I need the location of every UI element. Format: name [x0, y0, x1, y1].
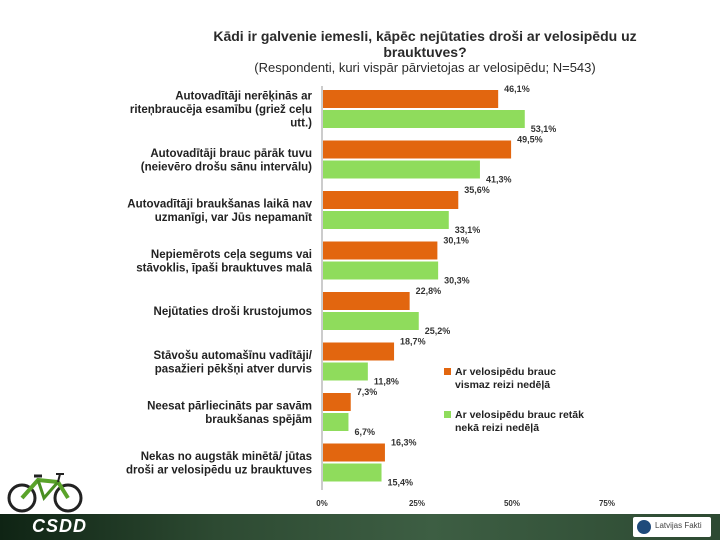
data-label: 49,5% [517, 135, 543, 145]
data-label: 53,1% [531, 124, 557, 134]
category-label: pasažieri pēkšņi atver durvis [155, 363, 312, 375]
x-tick-label: 0% [316, 499, 328, 508]
data-label: 15,4% [388, 478, 414, 488]
x-tick-label: 25% [409, 499, 425, 508]
legend-label: nekā reizi nedēļā [455, 422, 539, 434]
category-label: Autovadītāji braukšanas laikā nav [127, 198, 312, 210]
data-label: 33,1% [455, 225, 481, 235]
bar-weekly [323, 443, 385, 462]
bar-weekly [323, 292, 410, 310]
category-label: Stāvošu automašīnu vadītāji/ [154, 350, 313, 362]
bar-less-often [323, 211, 449, 229]
bar-weekly [323, 90, 499, 108]
data-label: 46,1% [504, 84, 530, 94]
bar-less-often [323, 261, 439, 280]
chart-subtitle: (Respondenti, kuri vispār pārvietojas ar… [254, 60, 596, 75]
bar-weekly [323, 140, 512, 159]
legend-swatch-less-often [444, 411, 451, 418]
x-tick-label: 75% [599, 499, 615, 508]
chart-title: Kādi ir galvenie iemesli, kāpēc nejūtati… [213, 28, 637, 60]
category-label: uzmanīgi, var Jūs nepamanīt [155, 212, 312, 224]
bar-less-often [323, 110, 525, 128]
data-label: 30,1% [443, 236, 469, 246]
category-label: Nepiemērots ceļa segums vai [151, 249, 312, 261]
bar-less-often [323, 312, 419, 330]
legend-label: Ar velosipēdu brauc retāk [455, 409, 584, 421]
bar-weekly [323, 342, 395, 361]
category-label: Nekas no augstāk minētā/ jūtas [141, 451, 312, 463]
data-label: 22,8% [416, 286, 442, 296]
category-label: braukšanas spējām [205, 414, 312, 426]
category-label: utt.) [290, 118, 312, 130]
data-label: 7,3% [357, 387, 378, 397]
bar-weekly [323, 191, 459, 209]
data-label: 16,3% [391, 438, 417, 448]
category-label: Nejūtaties droši krustojumos [154, 306, 312, 318]
category-label: stāvoklis, īpaši brauktuves malā [136, 262, 312, 274]
chart-title-block: Kādi ir galvenie iemesli, kāpēc nejūtati… [195, 28, 655, 75]
data-label: 18,7% [400, 337, 426, 347]
category-label: droši ar velosipēdu uz brauktuves [126, 464, 312, 476]
bicycle-icon [7, 473, 83, 513]
bar-less-often [323, 362, 368, 381]
legend-swatch-weekly [444, 368, 451, 375]
footer-bar [0, 514, 720, 540]
category-label: riteņbraucēja esamību (griež ceļu [130, 104, 312, 116]
category-label: Autovadītāji nerēķinās ar [175, 91, 312, 103]
data-label: 41,3% [486, 175, 512, 185]
x-tick-label: 50% [504, 499, 520, 508]
data-label: 6,7% [354, 427, 375, 437]
data-label: 35,6% [464, 185, 490, 195]
bar-weekly [323, 393, 351, 411]
bar-less-often [323, 413, 349, 431]
bar-weekly [323, 241, 438, 260]
bar-less-often [323, 160, 480, 179]
data-label: 11,8% [374, 377, 399, 387]
legend-label: vismaz reizi nedēļā [455, 379, 550, 391]
data-label: 25,2% [425, 326, 451, 336]
category-label: (neievēro drošu sānu intervālu) [141, 161, 312, 173]
brand-name: Latvijas Fakti [655, 521, 702, 530]
brand-badge: Latvijas Fakti [633, 517, 711, 537]
brand-logo-icon [637, 520, 651, 534]
data-label: 30,3% [444, 276, 470, 286]
legend-label: Ar velosipēdu brauc [455, 366, 556, 378]
category-label: Autovadītāji brauc pārāk tuvu [150, 148, 312, 160]
csdd-logo: CSDD [32, 516, 88, 536]
category-label: Neesat pārliecināts par savām [147, 400, 312, 412]
bar-less-often [323, 463, 382, 482]
